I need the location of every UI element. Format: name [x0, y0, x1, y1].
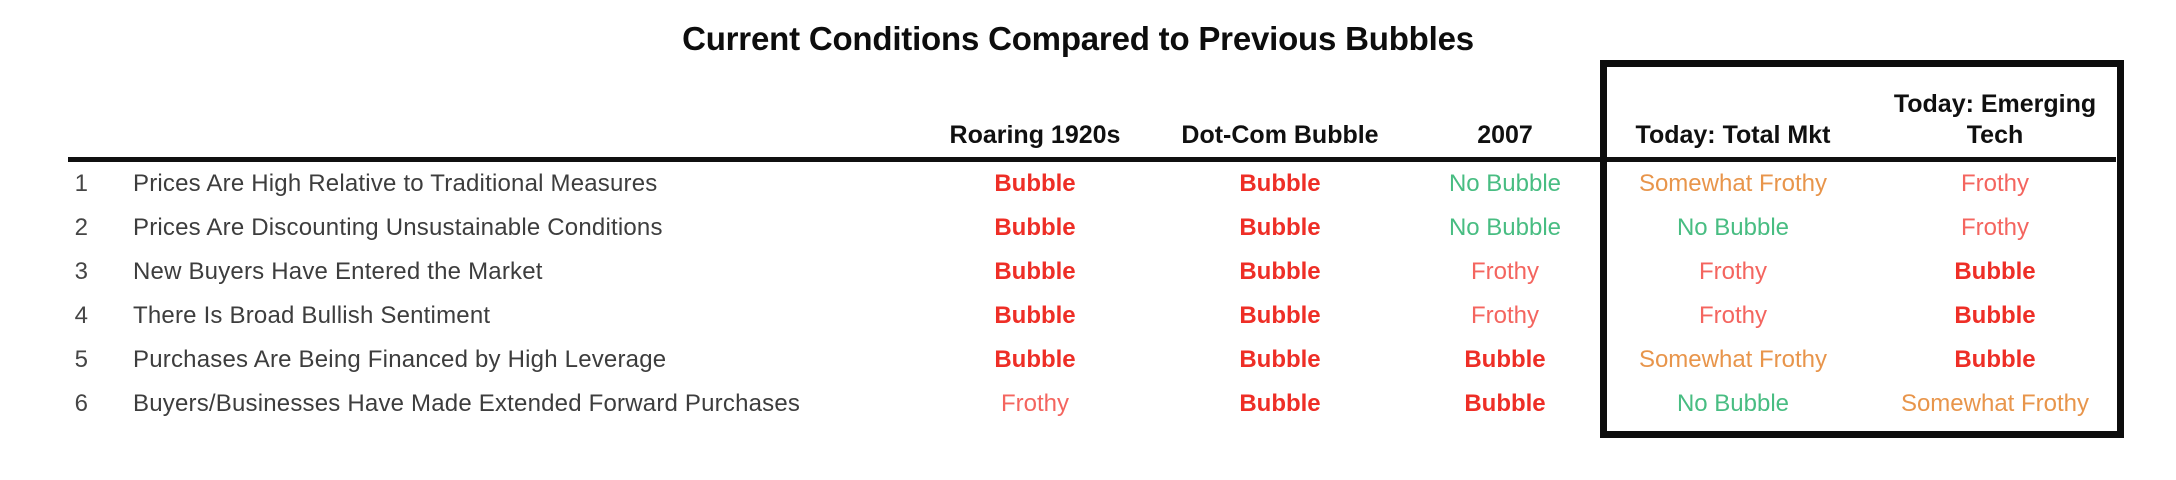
status-cell: Frothy [1698, 258, 1767, 285]
row-label: Purchases Are Being Financed by High Lev… [133, 346, 667, 373]
row-number: 4 [74, 302, 88, 329]
table-row: 6 Buyers/Businesses Have Made Extended Fo… [0, 382, 2176, 426]
row-number: 3 [74, 258, 88, 285]
status-cell: No Bubble [1676, 390, 1790, 417]
status-cell: Frothy [1000, 390, 1069, 417]
chart-title: Current Conditions Compared to Previous … [682, 20, 1474, 57]
status-cell: Frothy [1698, 302, 1767, 329]
column-header: Dot-Com Bubble [1150, 120, 1410, 156]
row-label: Prices Are High Relative to Traditional … [133, 170, 658, 197]
status-cell: Bubble [994, 214, 1076, 241]
status-cell: Bubble [1464, 390, 1546, 417]
column-header-line: Today: Total Mkt [1635, 121, 1831, 149]
column-header: Today: Total Mkt [1600, 120, 1866, 156]
status-cell: Bubble [1954, 346, 2036, 373]
row-number: 1 [74, 170, 88, 197]
table-row: 5 Purchases Are Being Financed by High Le… [0, 338, 2176, 382]
status-cell: Somewhat Frothy [1638, 170, 1828, 197]
status-cell: Bubble [1239, 390, 1321, 417]
status-cell: Frothy [1470, 302, 1539, 329]
row-label: There Is Broad Bullish Sentiment [133, 302, 491, 329]
column-header: Roaring 1920s [920, 120, 1150, 156]
status-cell: Somewhat Frothy [1900, 390, 2090, 417]
status-cell: Bubble [994, 170, 1076, 197]
status-cell: No Bubble [1448, 214, 1562, 241]
table-row: 1 Prices Are High Relative to Traditional… [0, 162, 2176, 206]
row-label: New Buyers Have Entered the Market [133, 258, 543, 285]
status-cell: No Bubble [1448, 170, 1562, 197]
row-number: 6 [74, 390, 88, 417]
header-divider-line [68, 157, 2116, 162]
table-body: 1 Prices Are High Relative to Traditional… [0, 162, 2176, 426]
column-header-line: Roaring 1920s [949, 121, 1121, 149]
status-cell: Bubble [994, 302, 1076, 329]
column-header: 2007 [1410, 120, 1600, 156]
status-cell: Somewhat Frothy [1638, 346, 1828, 373]
status-cell: Frothy [1960, 170, 2029, 197]
row-label: Buyers/Businesses Have Made Extended For… [133, 390, 801, 417]
status-cell: Bubble [994, 258, 1076, 285]
column-header-line: Today: Emerging [1893, 90, 2097, 118]
table-row: 3 New Buyers Have Entered the Market Bubbl… [0, 250, 2176, 294]
row-label: Prices Are Discounting Unsustainable Con… [133, 214, 663, 241]
column-header-line: Dot-Com Bubble [1181, 121, 1379, 149]
table-header-row: Roaring 1920s Dot-Com Bubble 2007 Today: To… [0, 64, 2176, 156]
status-cell: No Bubble [1676, 214, 1790, 241]
row-number: 5 [74, 346, 88, 373]
status-cell: Frothy [1960, 214, 2029, 241]
status-cell: Bubble [1954, 302, 2036, 329]
row-number: 2 [74, 214, 88, 241]
status-cell: Bubble [1239, 258, 1321, 285]
table-row: 4 There Is Broad Bullish Sentiment Bubble B… [0, 294, 2176, 338]
status-cell: Bubble [1239, 302, 1321, 329]
status-cell: Frothy [1470, 258, 1539, 285]
column-header-line: Tech [1966, 121, 2024, 149]
status-cell: Bubble [994, 346, 1076, 373]
column-header-line: 2007 [1477, 121, 1533, 149]
status-cell: Bubble [1464, 346, 1546, 373]
status-cell: Bubble [1954, 258, 2036, 285]
column-header: Today: Emerging Tech [1866, 89, 2124, 156]
status-cell: Bubble [1239, 346, 1321, 373]
status-cell: Bubble [1239, 214, 1321, 241]
status-cell: Bubble [1239, 170, 1321, 197]
table-row: 2 Prices Are Discounting Unsustainable Co… [0, 206, 2176, 250]
